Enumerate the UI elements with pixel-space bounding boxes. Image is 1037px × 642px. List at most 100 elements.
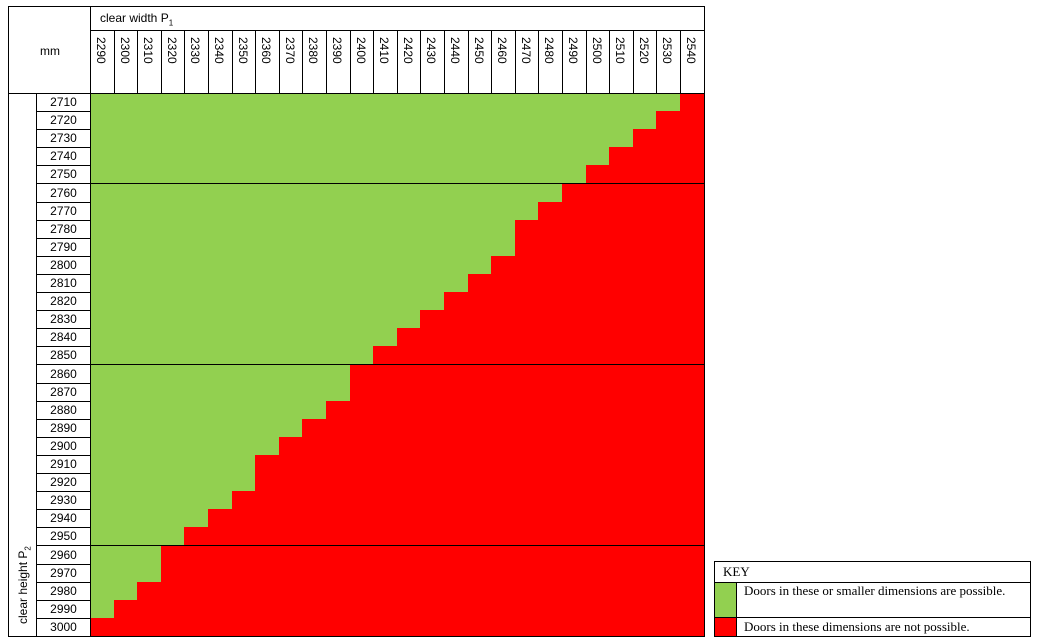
cell-possible — [302, 165, 327, 185]
cell-possible — [326, 183, 351, 203]
cell-not-possible — [396, 581, 422, 601]
cell-not-possible — [514, 364, 540, 384]
cell-possible — [326, 364, 351, 384]
width-title-cell: clear width P1 — [90, 6, 705, 31]
cell-not-possible — [444, 346, 469, 366]
cell-not-possible — [255, 599, 280, 619]
cell-not-possible — [562, 599, 587, 619]
cell-possible — [113, 219, 139, 239]
cell-not-possible — [562, 545, 587, 565]
cell-possible — [302, 237, 327, 257]
cell-possible — [349, 310, 375, 330]
cell-not-possible — [632, 346, 658, 366]
cell-possible — [113, 165, 139, 185]
cell-not-possible — [514, 255, 540, 275]
cell-not-possible — [255, 527, 280, 547]
key-swatch-possible — [715, 583, 737, 617]
cell-not-possible — [632, 237, 658, 257]
cell-not-possible — [208, 563, 233, 583]
cell-not-possible — [255, 617, 280, 637]
cell-not-possible — [585, 219, 611, 239]
cell-not-possible — [585, 364, 611, 384]
cell-not-possible — [491, 617, 516, 637]
cell-not-possible — [656, 581, 681, 601]
cell-not-possible — [491, 563, 516, 583]
cell-not-possible — [562, 310, 587, 330]
cell-not-possible — [562, 617, 587, 637]
cell-not-possible — [420, 436, 445, 456]
cell-not-possible — [585, 509, 611, 529]
cell-not-possible — [538, 237, 563, 257]
cell-not-possible — [420, 455, 445, 475]
cell-possible — [373, 165, 398, 185]
cell-not-possible — [491, 292, 516, 312]
cell-not-possible — [514, 527, 540, 547]
row-header-label: 2720 — [50, 113, 77, 128]
cell-possible — [113, 183, 139, 203]
cell-not-possible — [208, 509, 233, 529]
cell-possible — [231, 129, 257, 149]
cell-possible — [160, 310, 186, 330]
cell-not-possible — [680, 328, 705, 348]
cell-possible — [656, 93, 681, 113]
cell-possible — [278, 328, 304, 348]
cell-possible — [278, 255, 304, 275]
cell-not-possible — [373, 527, 398, 547]
cell-possible — [255, 400, 280, 420]
cell-not-possible — [609, 527, 634, 547]
cell-possible — [90, 292, 115, 312]
cell-possible — [137, 111, 162, 131]
cell-not-possible — [656, 455, 681, 475]
cell-possible — [208, 382, 233, 402]
cell-possible — [396, 201, 422, 221]
cell-not-possible — [680, 129, 705, 149]
cell-possible — [137, 491, 162, 511]
column-header-label: 2350 — [235, 37, 250, 64]
cell-possible — [349, 183, 375, 203]
cell-possible — [255, 292, 280, 312]
cell-not-possible — [609, 237, 634, 257]
cell-not-possible — [160, 581, 186, 601]
cell-possible — [90, 310, 115, 330]
cell-not-possible — [562, 274, 587, 294]
cell-possible — [208, 364, 233, 384]
cell-not-possible — [680, 183, 705, 203]
cell-not-possible — [514, 237, 540, 257]
cell-possible — [137, 346, 162, 366]
cell-not-possible — [491, 473, 516, 493]
cell-possible — [278, 183, 304, 203]
column-header-label: 2520 — [636, 37, 651, 64]
cell-not-possible — [467, 346, 493, 366]
cell-possible — [137, 418, 162, 438]
cell-possible — [208, 111, 233, 131]
cell-not-possible — [656, 527, 681, 547]
cell-not-possible — [467, 274, 493, 294]
cell-not-possible — [680, 364, 705, 384]
cell-not-possible — [373, 617, 398, 637]
cell-possible — [278, 165, 304, 185]
cell-not-possible — [656, 183, 681, 203]
cell-not-possible — [326, 491, 351, 511]
cell-not-possible — [396, 364, 422, 384]
cell-possible — [137, 473, 162, 493]
row-header-label: 2850 — [50, 348, 77, 363]
cell-not-possible — [656, 328, 681, 348]
cell-not-possible — [396, 346, 422, 366]
cell-possible — [373, 147, 398, 167]
cell-not-possible — [538, 328, 563, 348]
cell-not-possible — [632, 545, 658, 565]
cell-possible — [208, 93, 233, 113]
cell-not-possible — [491, 328, 516, 348]
cell-not-possible — [538, 364, 563, 384]
cell-possible — [255, 111, 280, 131]
cell-possible — [585, 111, 611, 131]
cell-possible — [302, 382, 327, 402]
cell-not-possible — [491, 310, 516, 330]
cell-not-possible — [326, 436, 351, 456]
cell-possible — [562, 129, 587, 149]
cell-possible — [90, 147, 115, 167]
cell-not-possible — [420, 545, 445, 565]
cell-not-possible — [373, 364, 398, 384]
cell-possible — [184, 292, 209, 312]
cell-possible — [160, 436, 186, 456]
